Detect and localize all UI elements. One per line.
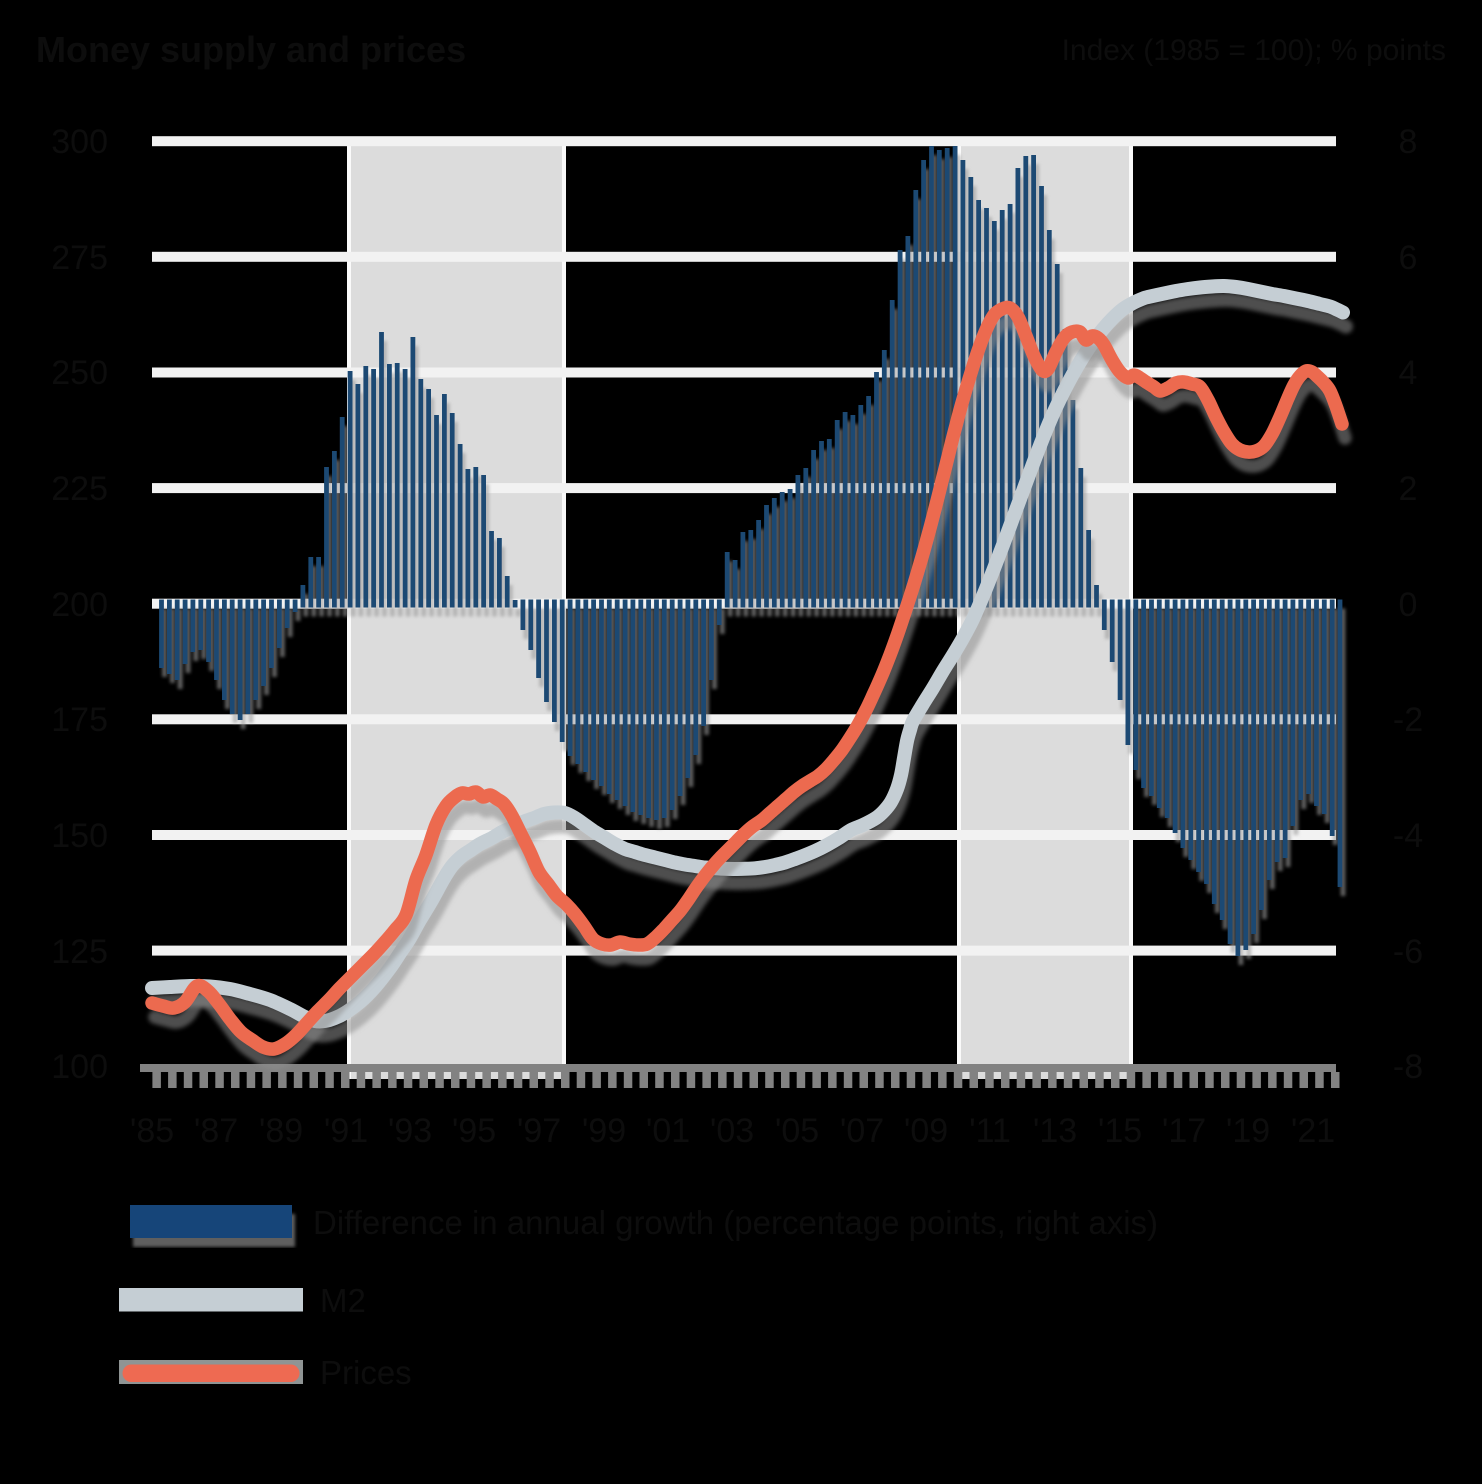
svg-text:'93: '93 [388,1112,432,1150]
svg-text:M2: M2 [320,1282,366,1319]
svg-text:2: 2 [1399,470,1418,508]
svg-text:'19: '19 [1226,1112,1270,1150]
svg-text:Money supply and prices: Money supply and prices [36,29,466,70]
svg-text:'17: '17 [1162,1112,1206,1150]
svg-text:'21: '21 [1291,1112,1335,1150]
svg-text:-4: -4 [1393,817,1423,855]
svg-text:Difference in annual growth (p: Difference in annual growth (percentage … [313,1204,1158,1241]
svg-text:Prices: Prices [320,1354,412,1391]
svg-text:175: 175 [51,701,108,739]
svg-text:'85: '85 [130,1112,174,1150]
svg-text:8: 8 [1399,123,1418,161]
svg-text:'95: '95 [452,1112,496,1150]
svg-text:'87: '87 [194,1112,238,1150]
svg-text:Index (1985 = 100); % points: Index (1985 = 100); % points [1062,34,1446,67]
svg-text:'05: '05 [775,1112,819,1150]
svg-text:'91: '91 [324,1112,368,1150]
svg-text:-8: -8 [1393,1048,1423,1086]
svg-text:6: 6 [1399,239,1418,277]
svg-text:'89: '89 [259,1112,303,1150]
svg-text:'03: '03 [710,1112,754,1150]
svg-text:'11: '11 [969,1112,1011,1150]
svg-text:'01: '01 [646,1112,690,1150]
svg-text:225: 225 [51,470,108,508]
svg-text:'13: '13 [1033,1112,1077,1150]
svg-text:4: 4 [1399,354,1418,392]
svg-text:100: 100 [51,1048,108,1086]
svg-text:0: 0 [1399,586,1418,624]
svg-text:250: 250 [51,354,108,392]
svg-text:'15: '15 [1098,1112,1142,1150]
svg-text:-6: -6 [1393,933,1423,971]
svg-text:200: 200 [51,586,108,624]
svg-text:150: 150 [51,817,108,855]
svg-text:'07: '07 [840,1112,884,1150]
svg-text:'97: '97 [517,1112,561,1150]
svg-text:125: 125 [51,933,108,971]
svg-text:300: 300 [51,123,108,161]
svg-text:'99: '99 [582,1112,626,1150]
svg-text:'09: '09 [904,1112,948,1150]
svg-text:-2: -2 [1393,701,1423,739]
svg-text:275: 275 [51,239,108,277]
